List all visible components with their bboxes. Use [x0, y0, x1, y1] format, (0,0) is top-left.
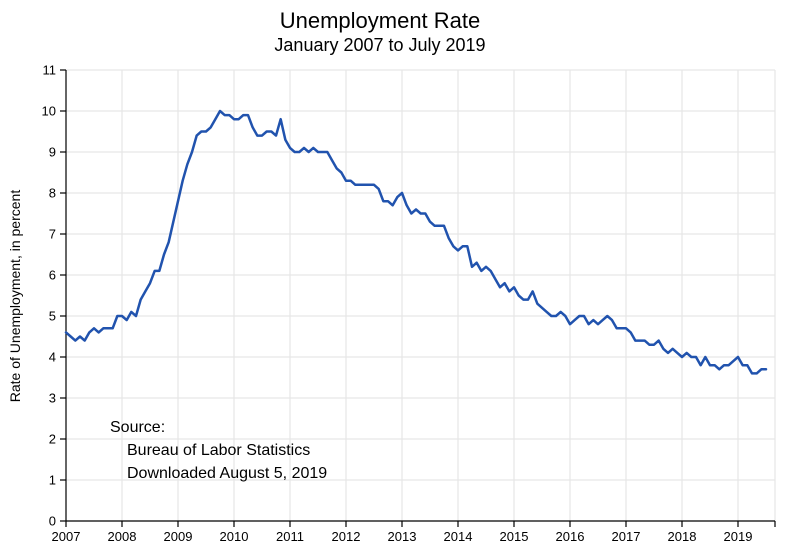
x-tick-label: 2016: [556, 529, 585, 544]
x-tick-label: 2012: [332, 529, 361, 544]
y-tick-label: 6: [49, 268, 56, 283]
source-label: Source:: [110, 419, 166, 436]
y-tick-label: 3: [49, 391, 56, 406]
x-tick-label: 2009: [164, 529, 193, 544]
y-tick-label: 2: [49, 432, 56, 447]
y-tick-label: 7: [49, 227, 56, 242]
x-tick-label: 2008: [108, 529, 137, 544]
y-tick-label: 0: [49, 514, 56, 529]
unemployment-rate-line: [64, 109, 768, 375]
chart-subtitle: January 2007 to July 2019: [274, 35, 486, 55]
x-tick-label: 2015: [500, 529, 529, 544]
source-annotation: Source: Bureau of Labor Statistics Downl…: [110, 416, 327, 485]
y-tick-label: 11: [43, 63, 57, 78]
source-download-date: Downloaded August 5, 2019: [127, 465, 328, 482]
y-tick-label: 9: [49, 145, 56, 160]
source-name: Bureau of Labor Statistics: [127, 442, 311, 459]
y-tick-label: 5: [49, 309, 56, 324]
y-tick-label: 1: [49, 473, 56, 488]
y-tick-label: 4: [49, 350, 56, 365]
x-tick-label: 2013: [388, 529, 417, 544]
y-tick-label: 8: [49, 186, 56, 201]
x-tick-label: 2011: [276, 529, 304, 544]
x-tick-label: 2019: [724, 529, 753, 544]
x-tick-label: 2014: [444, 529, 473, 544]
chart-title: Unemployment Rate: [279, 8, 481, 33]
title-block: Unemployment Rate January 2007 to July 2…: [0, 8, 760, 56]
x-tick-label: 2010: [220, 529, 249, 544]
x-tick-label: 2017: [612, 529, 641, 544]
x-tick-label: 2007: [52, 529, 81, 544]
x-tick-label: 2018: [668, 529, 697, 544]
y-tick-label: 10: [42, 104, 56, 119]
